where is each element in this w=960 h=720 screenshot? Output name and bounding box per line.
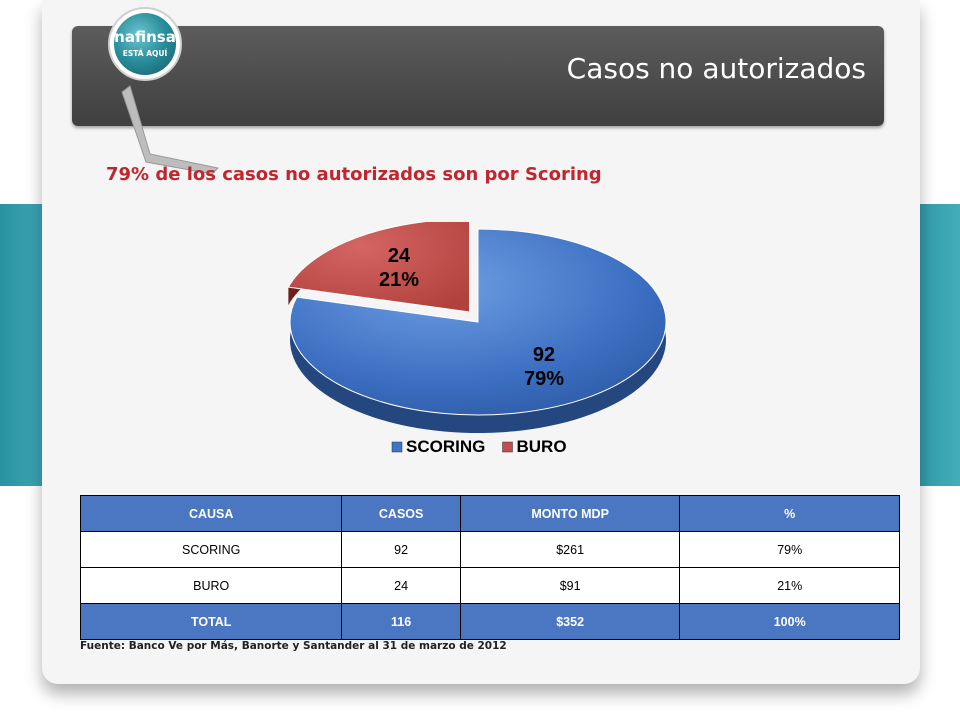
legend-swatch-scoring — [391, 441, 403, 453]
logo-tagline-text: ESTÁ AQUÍ — [123, 49, 168, 58]
data-table: CAUSA CASOS MONTO MDP % SCORING 92 $261 … — [79, 495, 900, 640]
column-header-monto: MONTO MDP — [459, 495, 681, 532]
column-header-percent: % — [679, 495, 900, 532]
data-label-percent-scoring: 79% — [524, 368, 564, 390]
table-total-cell: 116 — [341, 603, 461, 640]
data-label-value-scoring: 92 — [533, 344, 555, 366]
header-bar: Casos no autorizados — [72, 26, 884, 126]
table-row: BURO 24 $91 21% — [79, 567, 900, 604]
page-title: Casos no autorizados — [566, 52, 866, 85]
data-label-value-buro: 24 — [388, 245, 411, 267]
table-cell: 21% — [679, 567, 900, 604]
source-note: Fuente: Banco Ve por Más, Banorte y Sant… — [80, 640, 507, 652]
table-cell: 92 — [341, 531, 461, 568]
table-header-row: CAUSA CASOS MONTO MDP % — [79, 495, 900, 532]
table-cell: 79% — [679, 531, 900, 568]
pie-slice-buro — [287, 222, 471, 313]
table-cell: $91 — [459, 567, 681, 604]
column-header-casos: CASOS — [341, 495, 461, 532]
pie-slice-scoring — [289, 228, 667, 416]
table-cell: $261 — [459, 531, 681, 568]
table-row: SCORING 92 $261 79% — [79, 531, 900, 568]
table-total-cell: $352 — [459, 603, 681, 640]
pie-slices-group — [287, 222, 667, 433]
column-header-causa: CAUSA — [79, 495, 343, 532]
table-total-cell: TOTAL — [79, 603, 343, 640]
legend-label-scoring: SCORING — [406, 437, 485, 456]
data-label-percent-buro: 21% — [379, 269, 419, 291]
table-total-cell: 100% — [679, 603, 900, 640]
legend-label-buro: BURO — [517, 437, 567, 456]
legend-swatch-buro — [502, 441, 513, 453]
table-cell: SCORING — [79, 531, 343, 568]
table-cell: 24 — [341, 567, 461, 604]
table-total-row: TOTAL 116 $352 100% — [79, 603, 900, 640]
chart-legend: SCORING BURO — [391, 437, 567, 456]
logo-brand-text: nafinsa — [114, 28, 176, 46]
nafinsa-logo: nafinsa ESTÁ AQUÍ — [108, 7, 220, 175]
table-cell: BURO — [79, 567, 343, 604]
chart-subtitle: 79% de los casos no autorizados son por … — [106, 164, 602, 185]
